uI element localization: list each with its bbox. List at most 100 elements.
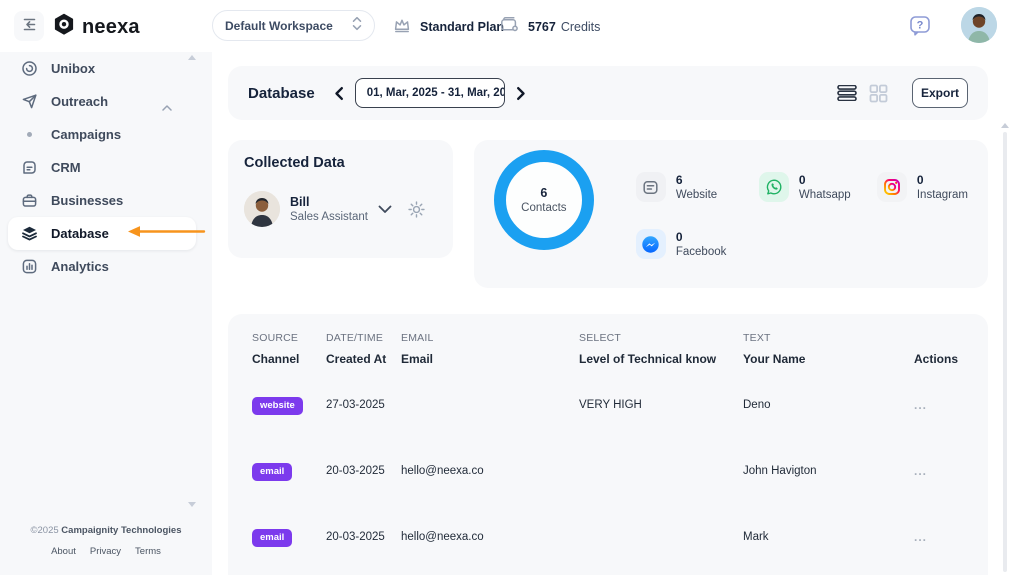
- content-scroll-up-icon[interactable]: [1001, 123, 1009, 128]
- row-actions-button[interactable]: ...: [914, 398, 928, 412]
- briefcase-icon: [20, 192, 38, 209]
- date-next-button[interactable]: [515, 86, 527, 101]
- pointer-arrow-icon: [126, 224, 206, 243]
- sidebar-item-unibox[interactable]: Unibox: [0, 52, 212, 85]
- sidebar-item-outreach[interactable]: Outreach: [0, 85, 212, 118]
- workspace-selected-value: Default Workspace: [225, 18, 333, 33]
- credits-label: Credits: [560, 20, 601, 34]
- help-button[interactable]: ?: [906, 12, 934, 43]
- table-header-level: SELECT Level of Technical know: [579, 332, 743, 366]
- assistant-dropdown-button[interactable]: [378, 205, 392, 214]
- header-group: SOURCE: [252, 332, 299, 344]
- plan-indicator[interactable]: Standard Plan: [392, 15, 504, 39]
- collected-data-card: Collected Data Bill Sales Assistant: [228, 140, 453, 258]
- sidebar-footer: ©2025 Campaignity Technologies About Pri…: [0, 525, 212, 557]
- date-range-field[interactable]: 01, Mar, 2025 - 31, Mar, 202: [354, 78, 505, 108]
- created-at-cell: 20-03-2025: [326, 531, 385, 543]
- help-bubble-icon: ?: [906, 16, 934, 43]
- workspace-selector[interactable]: Default Workspace: [212, 10, 375, 41]
- database-layers-icon: [20, 225, 38, 242]
- chevron-right-icon: [516, 86, 525, 100]
- footer-link-about[interactable]: About: [51, 546, 76, 557]
- date-prev-button[interactable]: [333, 86, 345, 101]
- sidebar-item-analytics[interactable]: Analytics: [0, 250, 212, 283]
- channel-label: Facebook: [675, 246, 727, 258]
- contacts-total-count: 6: [540, 186, 548, 200]
- logo[interactable]: neexa: [52, 13, 140, 42]
- table-row[interactable]: email 20-03-2025 hello@neexa.co John Hav…: [252, 438, 964, 504]
- header-group: TEXT: [743, 332, 771, 344]
- row-actions-button[interactable]: ...: [914, 464, 928, 478]
- sidebar-collapse-button[interactable]: [14, 11, 44, 41]
- channel-count: 0: [675, 230, 683, 244]
- name-cell: Deno: [743, 399, 771, 411]
- sidebar-item-campaigns[interactable]: Campaigns: [0, 118, 212, 151]
- channel-label: Instagram: [916, 189, 968, 201]
- sidebar-scroll-up-icon[interactable]: [188, 55, 196, 60]
- table-header-row: SOURCE Channel DATE/TIME Created At EMAI…: [252, 332, 964, 366]
- contacts-total-ring: 6 Contacts: [493, 150, 594, 250]
- assistant-role: Sales Assistant: [290, 211, 368, 223]
- assistant-info: Bill Sales Assistant: [290, 195, 368, 223]
- header-label: Your Name: [743, 352, 806, 366]
- footer-link-terms[interactable]: Terms: [135, 546, 161, 557]
- table-header-channel: SOURCE Channel: [252, 332, 326, 366]
- messenger-icon: [635, 229, 666, 259]
- header-label: Created At: [326, 352, 387, 366]
- email-cell: hello@neexa.co: [401, 531, 484, 543]
- grid-view-button[interactable]: [869, 84, 888, 103]
- chevron-updown-icon: [352, 16, 362, 36]
- channel-whatsapp: 0 Whatsapp: [758, 172, 877, 202]
- header-group: SELECT: [579, 332, 622, 344]
- channel-badge: website: [252, 397, 303, 415]
- sidebar-item-label: Outreach: [51, 94, 109, 109]
- name-cell: John Havigton: [743, 465, 817, 477]
- assistant-selector: Bill Sales Assistant: [244, 191, 437, 227]
- channel-badge: email: [252, 529, 293, 547]
- channel-stats: 6 Website 0 Whatsapp: [635, 172, 968, 259]
- header-label: Level of Technical know: [579, 352, 717, 366]
- assistant-avatar[interactable]: [244, 191, 280, 227]
- table-header-name: TEXT Your Name: [743, 332, 914, 366]
- sidebar-item-label: Campaigns: [51, 127, 122, 142]
- user-avatar[interactable]: [961, 7, 997, 43]
- copyright-year: ©2025: [30, 525, 59, 536]
- website-icon: [635, 172, 666, 202]
- table-header-email: EMAIL Email: [401, 332, 579, 366]
- chevron-up-icon[interactable]: [162, 98, 172, 116]
- sidebar-item-businesses[interactable]: Businesses: [0, 184, 212, 217]
- sidebar: Unibox Outreach Campaigns: [0, 52, 212, 575]
- sidebar-item-label: Analytics: [51, 259, 109, 274]
- created-at-cell: 27-03-2025: [326, 399, 385, 411]
- topbar: neexa Default Workspace Standard Plan 57…: [0, 0, 1024, 52]
- sidebar-item-crm[interactable]: CRM: [0, 151, 212, 184]
- settings-button[interactable]: [406, 199, 427, 220]
- sidebar-item-label: Database: [51, 226, 109, 241]
- outreach-send-icon: [20, 93, 38, 110]
- list-view-button[interactable]: [837, 85, 857, 101]
- table-row[interactable]: website 27-03-2025 VERY HIGH Deno ...: [252, 372, 964, 438]
- table-row[interactable]: email 20-03-2025 hello@neexa.co Mark ...: [252, 504, 964, 570]
- row-actions-button[interactable]: ...: [914, 530, 928, 544]
- table-header-actions: Actions: [914, 332, 964, 366]
- credits-value: 5767: [528, 20, 556, 34]
- logo-text: neexa: [82, 16, 140, 38]
- sidebar-item-label: Unibox: [51, 61, 96, 76]
- assistant-avatar-image: [244, 191, 280, 227]
- instagram-icon: [876, 172, 907, 202]
- crown-icon: [392, 15, 412, 39]
- wallet-icon: [499, 15, 520, 39]
- footer-links: About Privacy Terms: [0, 546, 212, 557]
- header-group: [914, 332, 964, 345]
- email-cell: hello@neexa.co: [401, 465, 484, 477]
- content-header: Database 01, Mar, 2025 - 31, Mar, 202: [228, 66, 988, 120]
- sidebar-scroll-down-icon[interactable]: [188, 502, 196, 507]
- credits-indicator[interactable]: 5767 Credits: [499, 15, 600, 39]
- channel-facebook: 0 Facebook: [635, 229, 759, 259]
- copyright-company: Campaignity Technologies: [61, 525, 182, 536]
- sidebar-item-database[interactable]: Database: [8, 217, 206, 250]
- gear-icon: [408, 200, 425, 218]
- export-button[interactable]: Export: [912, 78, 968, 108]
- content-scrollbar[interactable]: [1003, 132, 1007, 572]
- footer-link-privacy[interactable]: Privacy: [89, 546, 122, 557]
